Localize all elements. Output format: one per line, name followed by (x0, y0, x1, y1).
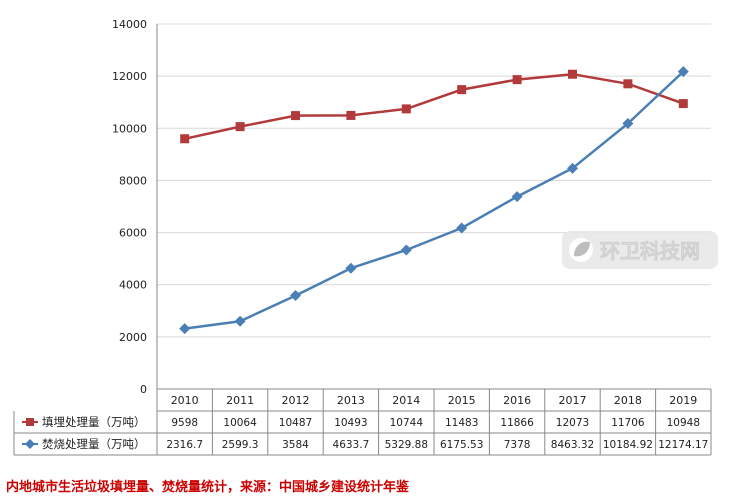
table-cell-value: 2599.3 (222, 439, 259, 451)
table-cell-value: 6175.53 (440, 439, 483, 451)
table-cell-value: 2316.7 (166, 439, 203, 451)
table-cell-value: 10487 (279, 417, 312, 429)
table-cell-value: 11866 (500, 417, 534, 429)
data-point-incineration (677, 66, 689, 78)
table-cell-value: 7378 (504, 439, 531, 451)
watermark: 环卫科技网 (562, 231, 718, 269)
y-tick-label: 0 (140, 383, 147, 396)
x-tick-label: 2013 (337, 394, 365, 407)
data-point-incineration (400, 244, 412, 256)
table-cell-value: 12174.17 (658, 439, 708, 451)
data-point-incineration (456, 222, 468, 234)
data-point-incineration (511, 191, 523, 203)
table-cell-value: 10744 (390, 417, 424, 429)
table-cell-value: 10184.92 (603, 439, 653, 451)
y-tick-label: 2000 (119, 331, 147, 344)
data-point-incineration (234, 315, 246, 327)
watermark-badge (562, 231, 718, 269)
data-point-landfill (346, 110, 356, 120)
table-cell-value: 5329.88 (385, 439, 428, 451)
table-cell-value: 3584 (282, 439, 309, 451)
x-tick-label: 2016 (503, 394, 531, 407)
table-cell-value: 4633.7 (333, 439, 370, 451)
data-point-landfill (457, 85, 467, 95)
x-tick-label: 2010 (171, 394, 199, 407)
y-tick-label: 12000 (112, 70, 147, 83)
table-cell-value: 8463.32 (551, 439, 594, 451)
data-point-incineration (290, 290, 301, 302)
series-line-incineration (184, 70, 685, 330)
x-tick-label: 2019 (669, 394, 697, 407)
data-point-incineration (179, 323, 191, 335)
x-tick-label: 2014 (392, 394, 420, 407)
table-cell-value: 10948 (667, 417, 700, 429)
table-cell-value: 12073 (556, 417, 589, 429)
data-point-landfill (235, 122, 245, 132)
data-table: 2010 2011 2012 2013 2014 2015 2016 2017 2018 2019… (13, 388, 712, 456)
data-point-incineration (567, 162, 578, 174)
series-layer (179, 66, 689, 335)
series-line-landfill (184, 72, 684, 141)
axis-layer: 0 2000 4000 6000 8000 10000 12000 14000 (112, 18, 158, 396)
data-point-landfill (678, 99, 688, 109)
table-cell-value: 9598 (171, 417, 198, 429)
y-tick-label: 6000 (119, 227, 147, 240)
table-cell-value: 10493 (334, 417, 367, 429)
x-tick-label: 2018 (614, 394, 642, 407)
table-cell-value: 11483 (445, 417, 478, 429)
data-point-landfill (291, 111, 300, 121)
x-tick-label: 2015 (448, 394, 476, 407)
watermark-text: 环卫科技网 (600, 239, 700, 263)
leaf-logo-icon (569, 238, 593, 262)
table-cell-value: 10064 (223, 417, 257, 429)
table-cell-value: 11706 (611, 417, 645, 429)
data-point-incineration (622, 117, 634, 129)
data-point-landfill (401, 104, 411, 114)
x-tick-label: 2012 (282, 394, 310, 407)
legend-key-marker (26, 418, 34, 426)
y-tick-label: 8000 (119, 174, 147, 187)
y-tick-label: 4000 (119, 279, 147, 292)
y-tick-label: 14000 (112, 18, 147, 31)
data-point-landfill (512, 75, 522, 85)
legend-label: 填埋处理量（万吨） (42, 415, 146, 429)
x-tick-label: 2017 (559, 394, 587, 407)
data-point-incineration (345, 262, 357, 274)
grid-layer (157, 23, 711, 338)
legend-key-marker (25, 439, 35, 449)
data-point-landfill (568, 69, 577, 79)
x-tick-label: 2011 (226, 394, 254, 407)
source-caption: 内地城市生活垃圾填埋量、焚烧量统计，来源：中国城乡建设统计年鉴 (6, 480, 410, 495)
data-point-landfill (180, 134, 190, 144)
data-point-landfill (623, 79, 633, 89)
legend-label: 焚烧处理量（万吨） (42, 437, 146, 451)
y-tick-label: 10000 (112, 122, 147, 135)
